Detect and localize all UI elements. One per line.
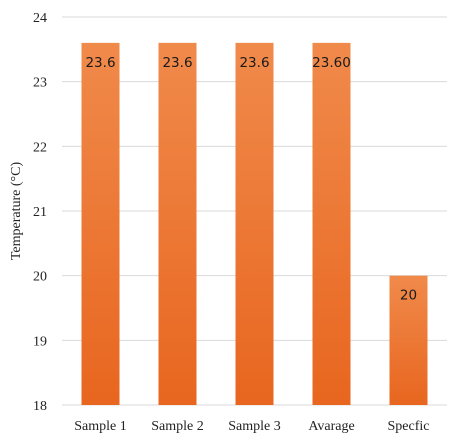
y-tick-label: 18 xyxy=(33,399,47,414)
bar-sample-1 xyxy=(81,42,120,405)
y-tick-label: 19 xyxy=(33,334,47,349)
y-axis-ticks: 18 19 20 21 22 23 24 xyxy=(33,11,47,414)
bar-sample-3 xyxy=(235,42,274,405)
x-category-label: Sample 2 xyxy=(151,419,204,434)
x-category-label: Avarage xyxy=(308,419,354,434)
y-tick-label: 22 xyxy=(33,140,47,155)
y-tick-label: 20 xyxy=(33,270,47,285)
data-labels: 23.6 23.6 23.6 23.60 20 xyxy=(85,55,417,304)
x-category-label: Sample 3 xyxy=(228,419,281,434)
bar-sample-2 xyxy=(158,42,197,405)
bar-specfic xyxy=(389,275,428,405)
bar-value-label: 23.60 xyxy=(312,55,351,71)
bar-value-label: 23.6 xyxy=(239,55,269,71)
bars xyxy=(81,42,428,405)
bar-value-label: 23.6 xyxy=(85,55,115,71)
x-category-label: Specfic xyxy=(388,419,430,434)
y-tick-label: 23 xyxy=(33,76,47,91)
y-axis-title: Temperature (°C) xyxy=(9,162,24,261)
x-category-label: Sample 1 xyxy=(74,419,127,434)
y-tick-label: 24 xyxy=(33,11,47,26)
bar-value-label: 23.6 xyxy=(162,55,192,71)
bar-avarage xyxy=(312,42,351,405)
y-tick-label: 21 xyxy=(33,205,47,220)
x-axis-categories: Sample 1 Sample 2 Sample 3 Avarage Specfic xyxy=(74,419,429,434)
bar-value-label: 20 xyxy=(400,288,417,304)
